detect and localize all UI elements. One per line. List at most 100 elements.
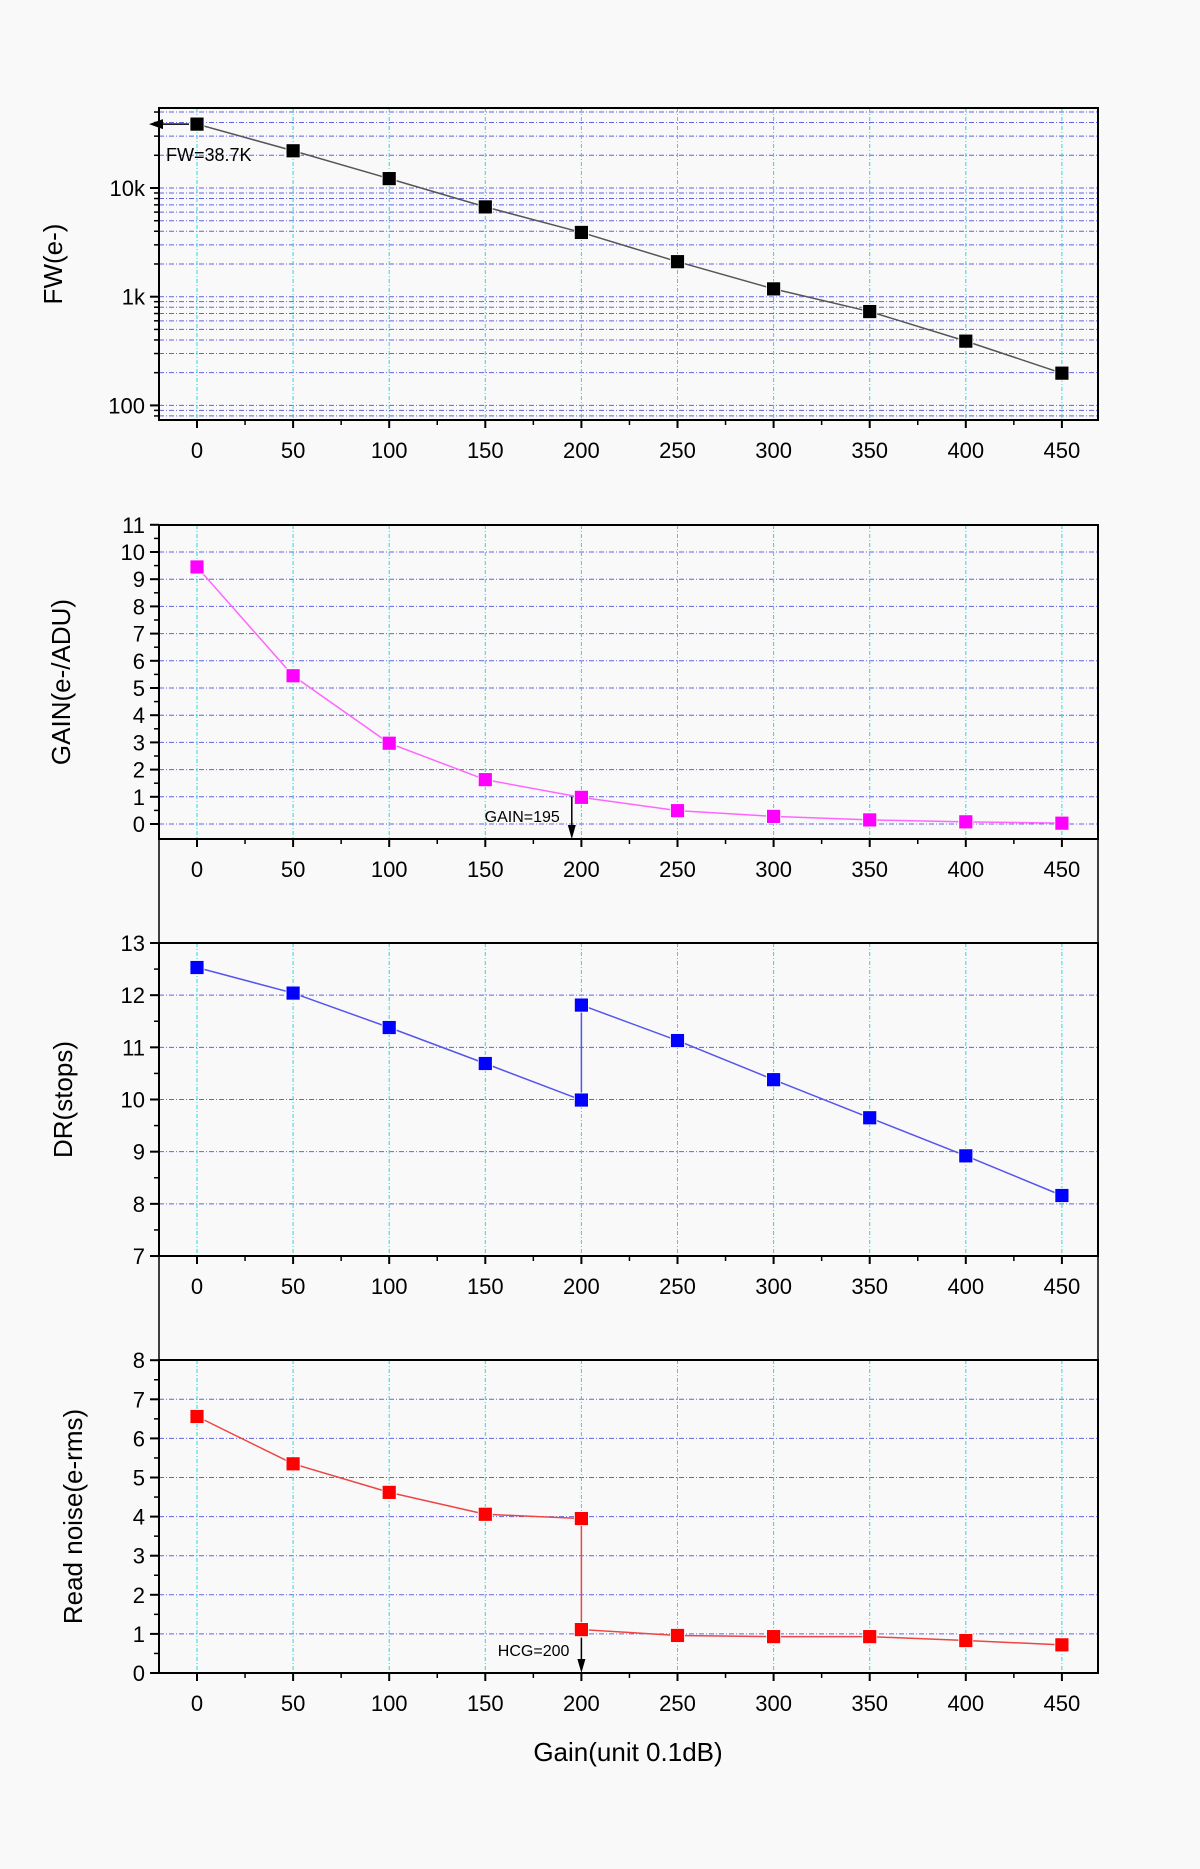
y-tick-label: 1 bbox=[133, 785, 145, 810]
x-tick-label: 50 bbox=[281, 1691, 305, 1716]
fw-chart: 0 50 100 150 200 250 300 350 400 450 100 1k 10k FW(e-… bbox=[38, 107, 1099, 463]
y-tick-label: 11 bbox=[122, 513, 145, 538]
data-point bbox=[862, 1110, 878, 1126]
y-axis: 0 1 2 3 4 5 6 7 8 bbox=[133, 1348, 159, 1686]
y-tick-label: 4 bbox=[133, 703, 145, 728]
data-point bbox=[670, 803, 685, 819]
x-tick-label: 350 bbox=[851, 438, 888, 463]
y-tick-label: 7 bbox=[133, 622, 145, 647]
data-point bbox=[574, 997, 589, 1013]
data-point bbox=[285, 1456, 301, 1472]
y-tick-label: 7 bbox=[133, 1244, 145, 1269]
data-point bbox=[381, 1484, 397, 1500]
y-tick-label: 10 bbox=[121, 1088, 145, 1113]
x-tick-label: 0 bbox=[191, 857, 203, 882]
read-noise-chart: 0 50 100 150 200 250 300 350 400 450 0 1 2 3 4 5 6 7 8 Read… bbox=[58, 1348, 1099, 1716]
x-tick-label: 150 bbox=[467, 438, 504, 463]
vertical-gridlines bbox=[196, 108, 1063, 420]
data-point bbox=[477, 1506, 493, 1522]
y-axis-title: Read noise(e-rms) bbox=[58, 1409, 88, 1624]
y-tick-label: 8 bbox=[133, 1348, 145, 1373]
y-tick-label: 0 bbox=[133, 812, 145, 837]
x-tick-label: 100 bbox=[371, 857, 408, 882]
x-tick-label: 450 bbox=[1044, 438, 1081, 463]
y-tick-label: 5 bbox=[133, 676, 145, 701]
y-tick-label: 4 bbox=[133, 1505, 145, 1530]
arrow-head-icon bbox=[567, 825, 576, 839]
data-point bbox=[958, 814, 974, 830]
x-tick-label: 400 bbox=[947, 1274, 984, 1299]
y-axis: 100 1k 10k bbox=[108, 111, 159, 418]
data-point bbox=[958, 333, 974, 349]
annotation-label: GAIN=195 bbox=[485, 809, 560, 826]
data-point bbox=[1054, 365, 1070, 381]
x-tick-label: 400 bbox=[947, 438, 984, 463]
x-tick-label: 150 bbox=[467, 1274, 504, 1299]
x-tick-label: 350 bbox=[851, 1691, 888, 1716]
data-point bbox=[477, 1056, 493, 1071]
x-tick-label: 300 bbox=[755, 1274, 792, 1299]
series-line bbox=[196, 1415, 1062, 1646]
data-point bbox=[1054, 1637, 1070, 1653]
x-tick-label: 200 bbox=[563, 857, 600, 882]
y-axis-title: FW(e-) bbox=[38, 224, 68, 305]
plot-frame bbox=[158, 524, 1099, 840]
x-tick-label: 350 bbox=[851, 857, 888, 882]
x-tick-label: 200 bbox=[563, 1691, 600, 1716]
y-tick-label: 6 bbox=[133, 649, 145, 674]
x-axis: 0 50 100 150 200 250 300 350 400 450 bbox=[191, 1256, 1080, 1299]
data-point bbox=[285, 985, 301, 1001]
y-tick-label: 8 bbox=[133, 594, 145, 619]
data-point bbox=[381, 171, 397, 187]
series-gain bbox=[189, 559, 1070, 831]
x-tick-label: 350 bbox=[851, 1274, 888, 1299]
y-tick-label: 9 bbox=[133, 567, 145, 592]
x-axis: 0 50 100 150 200 250 300 350 400 450 bbox=[191, 1673, 1080, 1716]
horizontal-gridlines bbox=[159, 551, 1098, 825]
data-point bbox=[189, 960, 205, 975]
y-tick-label: 7 bbox=[133, 1387, 145, 1412]
annotation: HCG=200 bbox=[498, 1637, 586, 1673]
data-point bbox=[285, 143, 301, 159]
x-tick-label: 0 bbox=[191, 1691, 203, 1716]
y-tick-label: 11 bbox=[122, 1035, 145, 1060]
y-tick-label: 9 bbox=[133, 1140, 145, 1165]
data-point bbox=[381, 735, 397, 751]
x-tick-label: 400 bbox=[947, 1691, 984, 1716]
annotation: FW=38.7K bbox=[149, 119, 252, 165]
x-tick-label: 400 bbox=[947, 857, 984, 882]
data-point bbox=[958, 1148, 974, 1164]
data-point bbox=[285, 668, 301, 684]
data-point bbox=[574, 1092, 589, 1108]
series-line bbox=[196, 566, 1062, 824]
gain-chart: 0 50 100 150 200 250 300 350 400 4500123456789101… bbox=[46, 513, 1099, 882]
y-tick-label: 8 bbox=[133, 1192, 145, 1217]
y-tick-label: 3 bbox=[133, 1544, 145, 1569]
data-point bbox=[477, 199, 493, 215]
horizontal-gridlines bbox=[159, 111, 1098, 417]
data-point bbox=[766, 1629, 781, 1645]
data-point bbox=[1054, 815, 1070, 831]
x-tick-label: 300 bbox=[755, 857, 792, 882]
x-tick-label: 100 bbox=[371, 1274, 408, 1299]
data-point bbox=[766, 281, 781, 297]
x-tick-label: 0 bbox=[191, 1274, 203, 1299]
x-tick-label: 200 bbox=[563, 1274, 600, 1299]
data-point bbox=[189, 116, 205, 132]
x-tick-label: 50 bbox=[281, 1274, 305, 1299]
x-tick-label: 450 bbox=[1044, 1691, 1081, 1716]
data-point bbox=[670, 1628, 685, 1643]
y-tick-label: 100 bbox=[108, 393, 145, 418]
x-axis: 0 50 100 150 200 250 300 350 400 450 bbox=[191, 839, 1080, 882]
data-point bbox=[766, 808, 781, 824]
x-tick-label: 100 bbox=[371, 1691, 408, 1716]
y-tick-label: 2 bbox=[133, 758, 145, 783]
data-point bbox=[189, 1409, 205, 1424]
x-tick-label: 200 bbox=[563, 438, 600, 463]
x-tick-label: 300 bbox=[755, 1691, 792, 1716]
y-tick-label: 0 bbox=[133, 1661, 145, 1686]
x-axis-title: Gain(unit 0.1dB) bbox=[533, 1737, 722, 1767]
x-tick-label: 300 bbox=[755, 438, 792, 463]
series-dr bbox=[189, 960, 1070, 1203]
y-tick-label: 12 bbox=[121, 983, 145, 1008]
